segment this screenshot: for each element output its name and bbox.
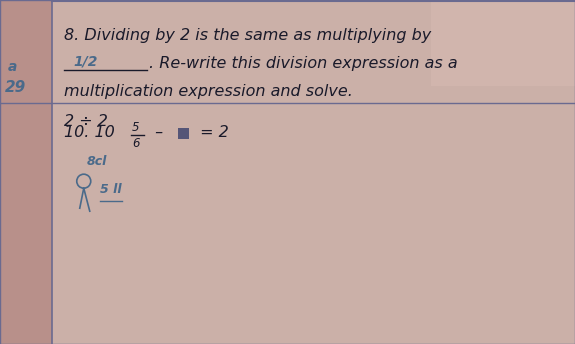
Text: 1/2: 1/2	[74, 54, 98, 68]
Text: 5 ll: 5 ll	[99, 183, 121, 196]
Text: = 2: = 2	[195, 125, 228, 140]
Bar	[178, 128, 189, 139]
Text: 8. Dividing by 2 is the same as multiplying by: 8. Dividing by 2 is the same as multiply…	[64, 28, 431, 43]
Text: . Re-write this division expression as a: . Re-write this division expression as a	[149, 56, 457, 71]
Text: 8cl: 8cl	[87, 155, 107, 168]
Text: 10. 10: 10. 10	[64, 125, 114, 140]
Text: 29: 29	[5, 80, 26, 95]
Text: 6: 6	[133, 137, 140, 150]
Bar	[431, 0, 575, 86]
Text: multiplication expression and solve.: multiplication expression and solve.	[64, 84, 352, 99]
Text: –: –	[150, 125, 168, 140]
Bar	[0, 0, 52, 344]
Text: 2 ÷ 2: 2 ÷ 2	[64, 114, 108, 129]
Text: a: a	[8, 60, 17, 74]
Text: 5: 5	[132, 121, 139, 134]
